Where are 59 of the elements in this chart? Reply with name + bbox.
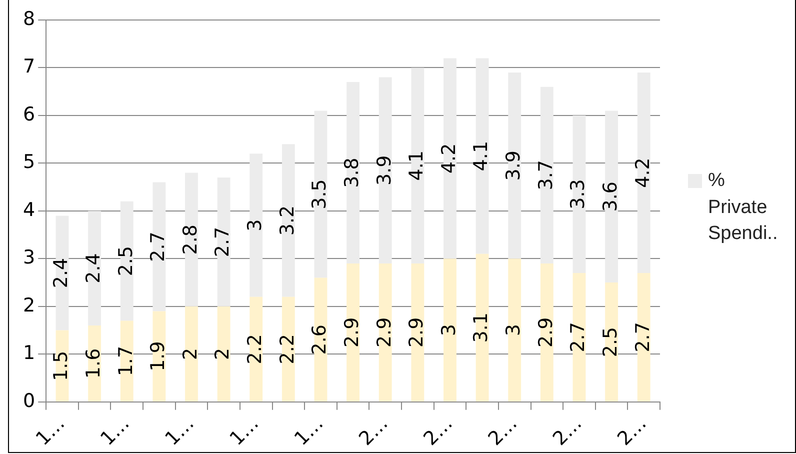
x-tick-label: 2… <box>419 412 458 450</box>
data-label: 2.8 <box>179 224 202 255</box>
x-tick-label: 2… <box>613 412 651 450</box>
data-label: 3 <box>502 324 525 336</box>
x-tick-label: 1… <box>226 412 264 450</box>
x-tick-label: 1… <box>290 412 328 450</box>
x-tick-label: 1… <box>96 412 134 450</box>
data-label: 3.1 <box>470 312 492 343</box>
data-label: 3.9 <box>373 155 396 186</box>
y-tick-label: 6 <box>22 103 36 126</box>
x-tick-label: 2… <box>354 412 392 450</box>
data-label: 2.4 <box>82 253 104 284</box>
data-label: 3.2 <box>276 205 298 236</box>
data-label: 1.7 <box>114 346 137 376</box>
y-tick-label: 8 <box>22 8 36 30</box>
data-label: 3.5 <box>308 179 331 210</box>
data-label: 2.9 <box>340 317 363 348</box>
bar <box>120 320 134 402</box>
data-label: 1.9 <box>147 341 170 372</box>
y-tick-label: 0 <box>22 390 36 412</box>
data-label: 3.8 <box>340 158 363 188</box>
y-tick-label: 1 <box>22 342 36 364</box>
y-tick-label: 3 <box>22 246 36 269</box>
x-tick-label: 2… <box>484 412 522 450</box>
data-label: 2.7 <box>632 322 654 352</box>
y-tick-label: 5 <box>22 151 36 174</box>
data-label: 4.2 <box>438 143 460 174</box>
x-tick-label: 1… <box>160 412 199 450</box>
data-label: 2.7 <box>212 226 234 258</box>
data-label: 2.6 <box>308 324 331 355</box>
data-label: 2.9 <box>534 317 557 348</box>
data-label: 2.2 <box>244 334 266 364</box>
data-label: 2.5 <box>114 246 137 276</box>
x-tick-label: 2… <box>548 412 586 450</box>
data-label: 1.5 <box>50 350 72 381</box>
data-label: 2.5 <box>599 326 622 358</box>
data-label: 4.1 <box>470 140 492 172</box>
y-tick-label: 7 <box>22 56 36 78</box>
data-label: 2.7 <box>147 232 170 262</box>
data-label: 3.9 <box>502 150 525 181</box>
legend-label: % Private Spendi.. <box>708 169 779 246</box>
data-label: 2.7 <box>567 322 590 352</box>
data-label: 3 <box>244 219 266 232</box>
y-tick-label: 2 <box>22 294 36 316</box>
x-tick-label: 1… <box>32 412 70 450</box>
data-label: 2.2 <box>276 334 298 364</box>
data-label: 3.3 <box>567 179 590 210</box>
data-label: 2 <box>179 348 202 360</box>
data-label: 3.6 <box>599 182 622 212</box>
y-tick-label: 4 <box>22 198 36 221</box>
data-label: 2.9 <box>373 317 396 348</box>
data-label: 3 <box>438 324 460 336</box>
data-label: 4.2 <box>632 158 654 188</box>
data-label: 2 <box>212 348 234 360</box>
data-label: 1.6 <box>82 348 104 379</box>
data-label: 2.4 <box>50 258 72 288</box>
data-label: 3.7 <box>534 160 557 190</box>
data-label: 2.9 <box>406 317 428 348</box>
data-label: 4.1 <box>406 150 428 181</box>
